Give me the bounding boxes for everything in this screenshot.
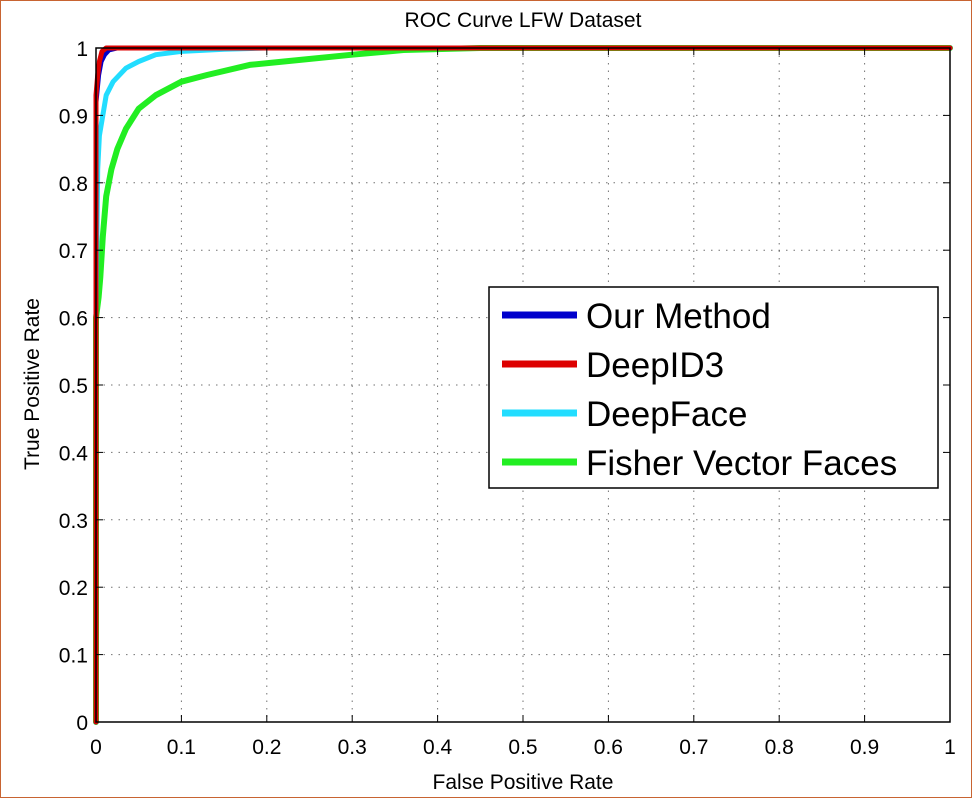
legend-label: Fisher Vector Faces [586, 444, 897, 483]
y-tick-label: 0.2 [59, 577, 88, 600]
y-tick-label: 0 [76, 712, 88, 735]
series-line-fisher-vector-faces [93, 45, 953, 725]
x-tick-label: 0.2 [252, 736, 281, 759]
x-tick-label: 0.9 [850, 736, 879, 759]
y-tick-label: 0.1 [59, 645, 88, 668]
legend: Our Method DeepID3 DeepFace Fisher Vector F… [488, 286, 939, 489]
y-axis-label: True Positive Rate [21, 298, 44, 470]
legend-label: Our Method [586, 297, 771, 336]
chart-title: ROC Curve LFW Dataset [405, 9, 642, 32]
y-tick-label: 0.4 [59, 442, 89, 465]
x-tick-label: 0.7 [679, 736, 708, 759]
y-tick-label: 0.9 [59, 105, 88, 128]
y-tick-label: 0.5 [59, 375, 88, 398]
x-tick-label: 0 [90, 736, 102, 759]
y-tick-label: 0.3 [59, 510, 88, 533]
y-tick-label: 0.8 [59, 173, 88, 196]
x-tick-label: 0.3 [338, 736, 367, 759]
x-axis-label: False Positive Rate [433, 771, 614, 794]
y-tick-label: 0.6 [59, 308, 88, 331]
tick-layer: 0 0.1 0.2 0.3 0.4 0.5 0.6 0.7 0.8 0.9 1 0 0.1 0.2 0.3 0… [59, 38, 956, 759]
x-tick-label: 0.4 [423, 736, 453, 759]
y-tick-label: 1 [76, 38, 88, 61]
x-tick-label: 0.6 [594, 736, 623, 759]
x-tick-label: 1 [944, 736, 956, 759]
x-tick-label: 0.1 [167, 736, 196, 759]
x-tick-label: 0.8 [765, 736, 794, 759]
y-tick-label: 0.7 [59, 240, 88, 263]
legend-label: DeepFace [586, 395, 747, 434]
legend-box [488, 286, 939, 489]
x-tick-label: 0.5 [508, 736, 537, 759]
legend-label: DeepID3 [586, 346, 724, 385]
